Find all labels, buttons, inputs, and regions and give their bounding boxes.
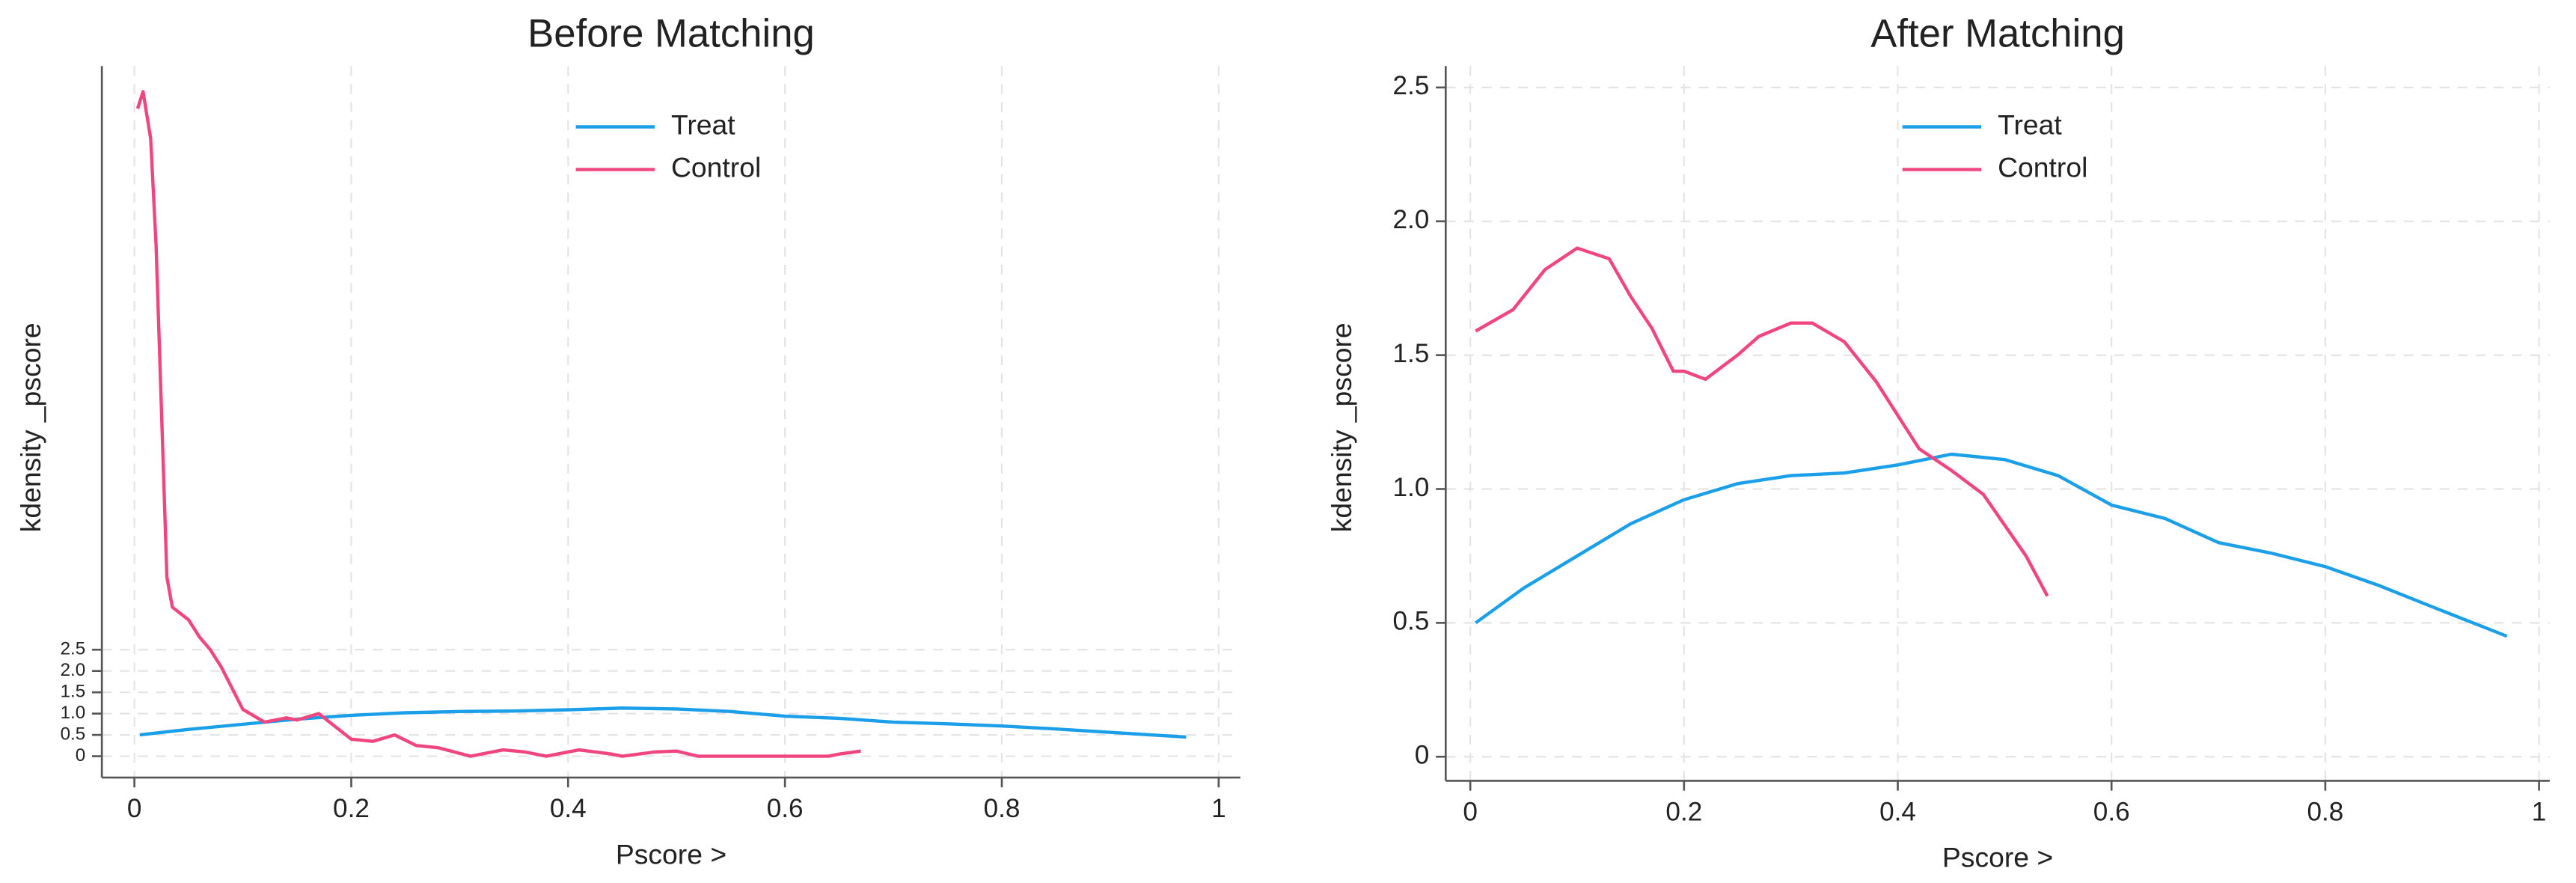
- series-line: [139, 706, 1187, 739]
- x-tick-label: 0.6: [2093, 798, 2130, 827]
- x-tick-label: 0.6: [767, 794, 804, 823]
- series-line: [135, 90, 861, 758]
- y-tick-label: 2.0: [61, 660, 86, 680]
- x-axis-label: Pscore >: [1942, 842, 2053, 873]
- x-tick-label: 0.4: [550, 794, 587, 823]
- legend-label: Treat: [671, 109, 735, 140]
- x-tick-label: 1: [1211, 794, 1226, 823]
- legend-label: Treat: [1998, 109, 2062, 140]
- y-axis-label: kdensity _pscore: [1326, 323, 1357, 532]
- series-line: [1474, 452, 2508, 638]
- y-tick-label: 0.5: [1392, 607, 1429, 636]
- x-tick-label: 0.2: [333, 794, 370, 823]
- y-tick-label: 2.5: [1392, 71, 1429, 100]
- y-tick-label: 1.5: [1392, 339, 1429, 368]
- y-tick-label: 1.0: [1392, 473, 1429, 502]
- x-tick-label: 1: [2532, 798, 2547, 827]
- x-tick-label: 0.2: [1665, 798, 1702, 827]
- y-tick-label: 2.0: [1392, 205, 1429, 234]
- legend-label: Control: [1998, 151, 2087, 183]
- y-tick-label: 0: [76, 745, 85, 766]
- chart-title: Before Matching: [527, 12, 815, 56]
- series-line: [1475, 246, 2049, 597]
- y-axis-label: kdensity _pscore: [15, 323, 46, 532]
- x-tick-label: 0.4: [1879, 798, 1916, 827]
- x-tick-label: 0.8: [2307, 798, 2343, 827]
- x-tick-label: 0: [1463, 798, 1478, 827]
- y-tick-label: 0.5: [61, 724, 86, 744]
- y-tick-label: 2.5: [61, 639, 86, 659]
- chart-title: After Matching: [1870, 12, 2125, 56]
- y-tick-label: 1.5: [61, 682, 86, 702]
- y-tick-label: 0: [1415, 741, 1430, 770]
- y-tick-label: 1.0: [61, 703, 86, 723]
- x-axis-label: Pscore >: [616, 838, 726, 870]
- legend-label: Control: [671, 151, 761, 183]
- x-tick-label: 0: [127, 794, 142, 823]
- x-tick-label: 0.8: [984, 794, 1021, 823]
